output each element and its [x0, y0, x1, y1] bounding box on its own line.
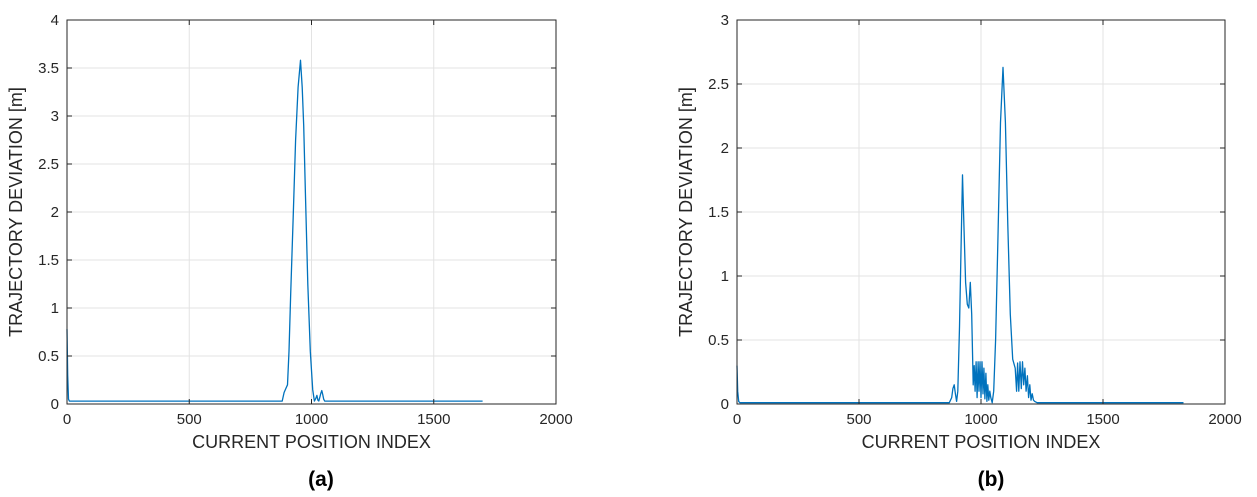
panel-label: (a) [308, 468, 334, 491]
x-tick-label: 2000 [1208, 411, 1241, 428]
x-tick-label: 1000 [964, 411, 997, 428]
y-axis-label: TRAJECTORY DEVIATION [m] [676, 87, 696, 337]
x-tick-label: 0 [733, 411, 741, 428]
series-line [736, 66, 1184, 404]
x-tick-label: 1500 [1086, 411, 1119, 428]
x-tick-label: 500 [846, 411, 871, 428]
y-tick-label: 1.5 [708, 204, 729, 221]
y-tick-label: 2.5 [38, 156, 59, 173]
y-tick-label: 2 [51, 204, 59, 221]
x-tick-label: 1000 [295, 411, 328, 428]
x-axis-label: CURRENT POSITION INDEX [192, 432, 431, 452]
y-tick-label: 1 [51, 300, 59, 317]
y-tick-label: 2.5 [708, 76, 729, 93]
y-tick-label: 0.5 [708, 332, 729, 349]
y-tick-label: 3 [51, 108, 59, 125]
y-tick-label: 3.5 [38, 60, 59, 77]
y-tick-label: 0.5 [38, 348, 59, 365]
x-tick-label: 0 [63, 411, 71, 428]
y-tick-label: 3 [721, 12, 729, 29]
chart-panel-a: 0 500 1000 1500 2000 0 0.5 1 1.5 2 2.5 3 3.5 4 CURRENT… [6, 12, 573, 491]
series-line [66, 59, 483, 402]
x-tick-label: 1500 [417, 411, 450, 428]
y-tick-label: 2 [721, 140, 729, 157]
y-tick-label: 1 [721, 268, 729, 285]
y-tick-label: 0 [721, 396, 729, 413]
chart-panel-b: 0 500 1000 1500 2000 0 0.5 1 1.5 2 2.5 3 CURRENT POS… [676, 12, 1242, 491]
x-tick-label: 500 [177, 411, 202, 428]
x-axis-label: CURRENT POSITION INDEX [862, 432, 1101, 452]
y-tick-label: 0 [51, 396, 59, 413]
panel-label: (b) [978, 468, 1005, 491]
y-tick-label: 1.5 [38, 252, 59, 269]
y-axis-label: TRAJECTORY DEVIATION [m] [6, 87, 26, 337]
y-tick-label: 4 [51, 12, 59, 29]
x-tick-label: 2000 [539, 411, 572, 428]
